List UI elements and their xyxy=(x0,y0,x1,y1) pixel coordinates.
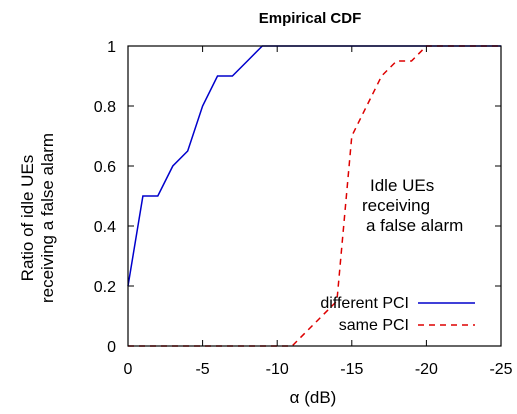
y-axis-label-line-2: receiving a false alarm xyxy=(38,133,57,303)
x-tick-label: -10 xyxy=(266,361,289,378)
x-tick-label: -25 xyxy=(489,361,512,378)
series-line-different-pci xyxy=(127,45,501,287)
x-tick-label: -20 xyxy=(415,361,438,378)
plot-frame xyxy=(127,45,502,347)
y-tick-label: 0 xyxy=(107,339,116,356)
y-axis-label-line-1: Ratio of idle UEs xyxy=(18,155,37,282)
annotation-line-3: a false alarm xyxy=(366,216,463,235)
y-tick-label: 0.2 xyxy=(94,279,116,296)
annotation: Idle UEs receiving a false alarm xyxy=(362,176,463,235)
x-tick-label: -5 xyxy=(195,361,209,378)
x-tick-label: -15 xyxy=(340,361,363,378)
axis-ticks: 0 -5 -10 -15 -20 -25 0 0.2 0.4 0.6 0.8 1 xyxy=(94,39,513,378)
legend-label-same-pci: same PCI xyxy=(339,317,409,334)
x-axis-label: α (dB) xyxy=(290,388,337,407)
y-tick-label: 1 xyxy=(107,39,116,56)
annotation-line-2: receiving xyxy=(362,196,430,215)
annotation-line-1: Idle UEs xyxy=(370,176,434,195)
legend-label-different-pci: different PCI xyxy=(320,295,409,312)
y-tick-label: 0.6 xyxy=(94,159,116,176)
legend: different PCI same PCI xyxy=(320,295,475,334)
y-tick-label: 0.8 xyxy=(94,99,116,116)
chart-title: Empirical CDF xyxy=(259,10,362,27)
y-tick-label: 0.4 xyxy=(94,219,116,236)
series-line-same-pci xyxy=(128,45,501,347)
series-layer xyxy=(127,45,501,347)
x-tick-label: 0 xyxy=(124,361,133,378)
y-axis-label: Ratio of idle UEs receiving a false alar… xyxy=(18,133,57,303)
